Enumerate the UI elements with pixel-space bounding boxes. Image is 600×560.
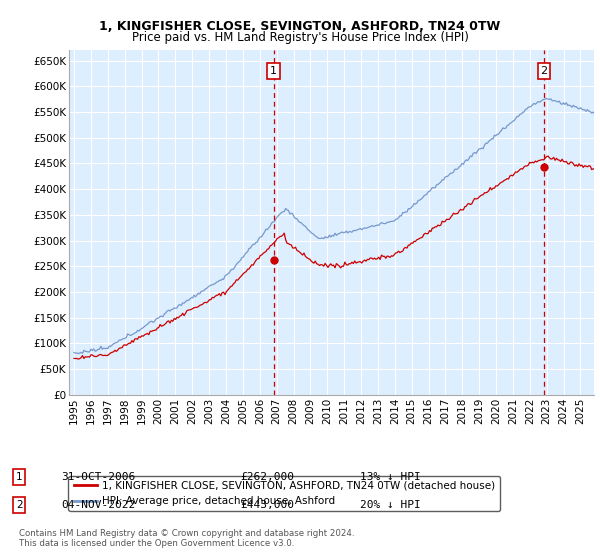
Text: Contains HM Land Registry data © Crown copyright and database right 2024.
This d: Contains HM Land Registry data © Crown c…	[19, 529, 355, 548]
Text: 13% ↓ HPI: 13% ↓ HPI	[360, 472, 421, 482]
Legend: 1, KINGFISHER CLOSE, SEVINGTON, ASHFORD, TN24 0TW (detached house), HPI: Average: 1, KINGFISHER CLOSE, SEVINGTON, ASHFORD,…	[68, 476, 500, 511]
Text: Price paid vs. HM Land Registry's House Price Index (HPI): Price paid vs. HM Land Registry's House …	[131, 31, 469, 44]
Text: 1: 1	[16, 472, 23, 482]
Text: 1, KINGFISHER CLOSE, SEVINGTON, ASHFORD, TN24 0TW: 1, KINGFISHER CLOSE, SEVINGTON, ASHFORD,…	[100, 20, 500, 32]
Text: £443,000: £443,000	[240, 500, 294, 510]
Text: £262,000: £262,000	[240, 472, 294, 482]
Text: 20% ↓ HPI: 20% ↓ HPI	[360, 500, 421, 510]
Text: 04-NOV-2022: 04-NOV-2022	[61, 500, 136, 510]
Text: 2: 2	[541, 66, 548, 76]
Text: 2: 2	[16, 500, 23, 510]
Text: 1: 1	[270, 66, 277, 76]
Text: 31-OCT-2006: 31-OCT-2006	[61, 472, 136, 482]
